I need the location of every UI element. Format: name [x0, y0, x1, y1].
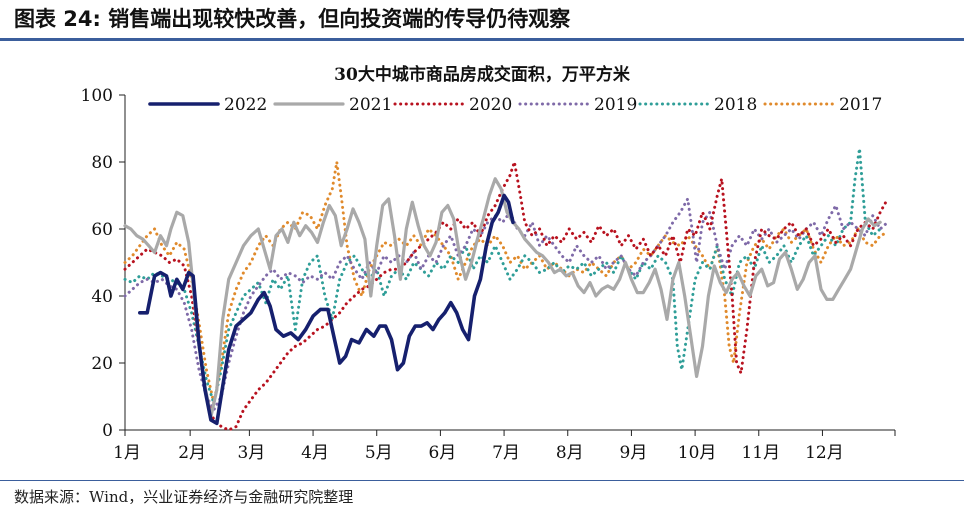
y-tick-label: 60 [91, 220, 113, 240]
x-tick-label: 4月 [301, 443, 329, 463]
chart-title: 30大中城市商品房成交面积，万平方米 [334, 64, 631, 85]
legend-label-2021: 2021 [349, 95, 392, 115]
series-line-2020 [123, 160, 890, 432]
x-tick-label: 9月 [620, 443, 648, 463]
series-lines [123, 147, 890, 432]
title-rule [0, 38, 964, 41]
x-tick-label: 1月 [113, 443, 141, 463]
source-note: 数据来源：Wind，兴业证券经济与金融研究院整理 [14, 488, 354, 506]
legend-label-2018: 2018 [714, 95, 757, 115]
x-tick-label: 3月 [237, 443, 265, 463]
x-tick-label: 7月 [492, 443, 520, 463]
x-tick-label: 5月 [365, 443, 393, 463]
x-tick-label: 6月 [428, 443, 456, 463]
series-line-2022 [138, 193, 515, 426]
y-tick-label: 100 [81, 86, 113, 106]
legend-label-2020: 2020 [469, 95, 512, 115]
series-line-2017 [123, 160, 890, 405]
y-tick-label: 20 [91, 354, 113, 374]
line-chart: 30大中城市商品房成交面积，万平方米 0 20 40 60 80 100 1月 2月 3月 4月 5… [81, 64, 896, 463]
y-tick-label: 0 [102, 421, 113, 441]
x-tick-label: 2月 [178, 443, 206, 463]
y-tick-label: 40 [91, 287, 113, 307]
source-rule [0, 480, 964, 481]
x-tick-label: 12月 [805, 443, 844, 463]
axes: 0 20 40 60 80 100 1月 2月 3月 4月 5月 6月 7月 8月 9月 10月 11月 12月 [81, 86, 896, 463]
legend-label-2019: 2019 [594, 95, 637, 115]
series-line-2018 [123, 147, 882, 405]
legend-label-2017: 2017 [839, 95, 882, 115]
x-tick-label: 8月 [556, 443, 584, 463]
x-tick-label: 10月 [678, 443, 717, 463]
x-tick-label: 11月 [741, 443, 780, 463]
series-line-2021 [123, 177, 882, 419]
legend-label-2022: 2022 [224, 95, 267, 115]
figure-title: 图表 24: 销售端出现较快改善，但向投资端的传导仍待观察 [14, 7, 571, 31]
legend: 2022 2021 2020 2019 2018 2017 [148, 95, 882, 115]
y-tick-label: 80 [91, 153, 113, 173]
